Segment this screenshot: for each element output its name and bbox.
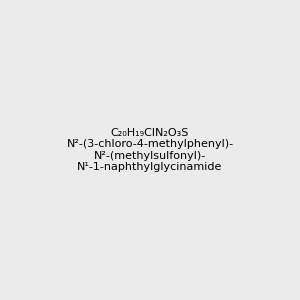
Text: C₂₀H₁₉ClN₂O₃S
N²-(3-chloro-4-methylphenyl)-
N²-(methylsulfonyl)-
N¹-1-naphthylgl: C₂₀H₁₉ClN₂O₃S N²-(3-chloro-4-methylpheny… <box>66 128 234 172</box>
